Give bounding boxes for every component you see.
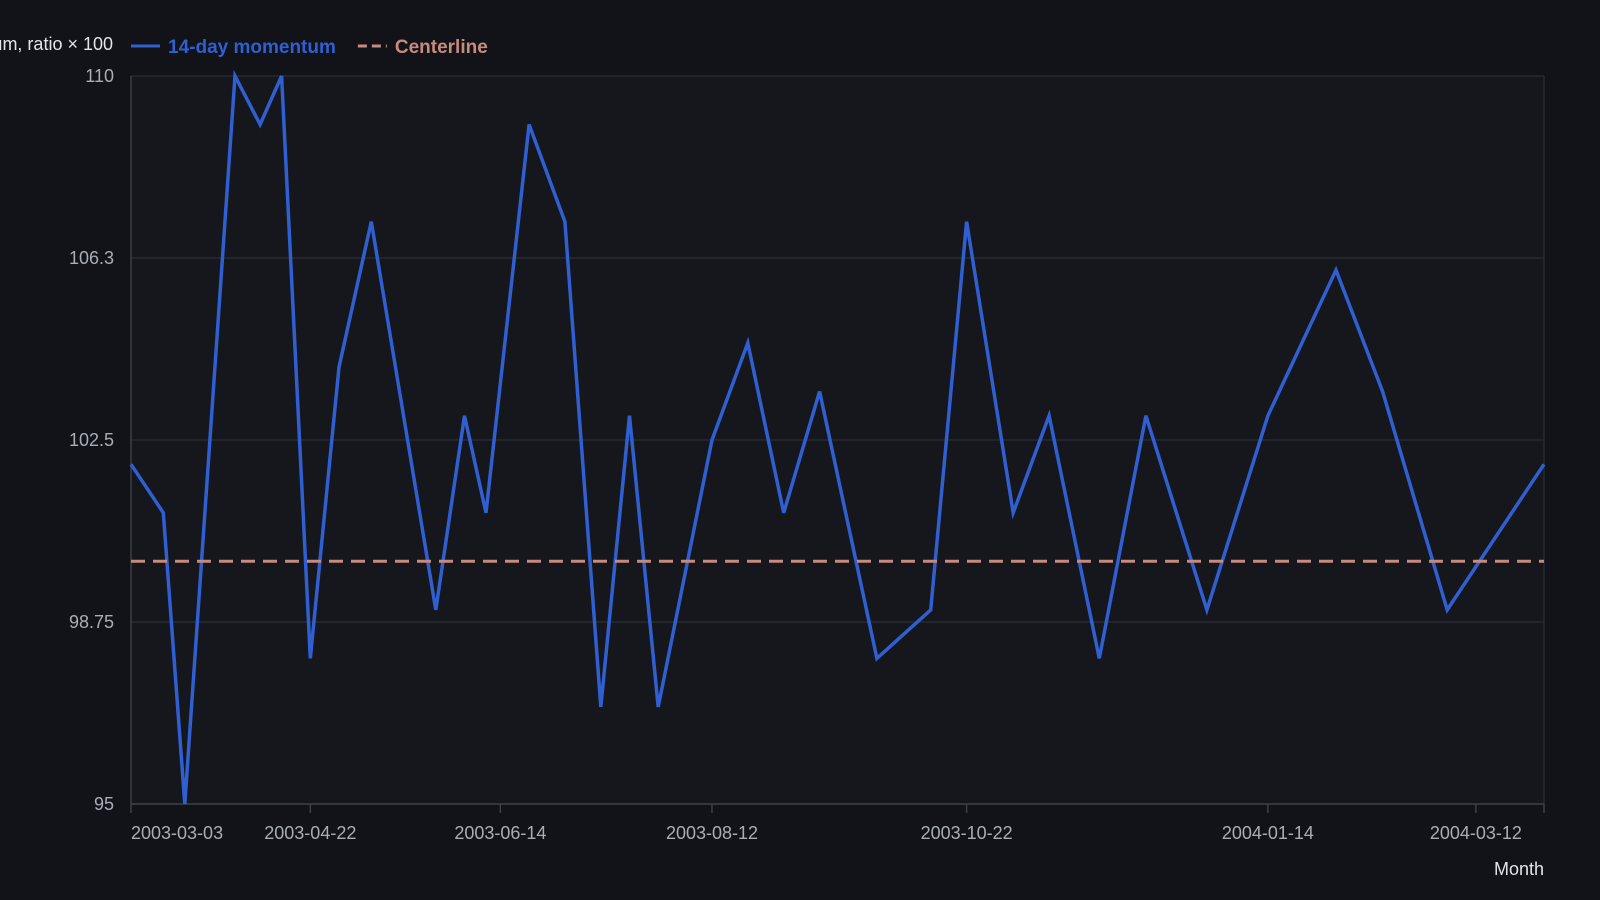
series-lines [129, 69, 1546, 805]
legend: 14-day momentum Centerline [131, 37, 488, 58]
tick-labels: 110 106.3 102.5 98.75 95 2003-03-03 2003-04-22… [69, 66, 1522, 843]
y-axis-title: momentum, ratio × 100 [0, 34, 113, 54]
x-tick-label: 2004-03-12 [1430, 823, 1522, 843]
y-tick-label: 102.5 [69, 430, 114, 450]
x-tick-label: 2003-04-22 [264, 823, 356, 843]
legend-momentum-label[interactable]: 14-day momentum [168, 37, 336, 58]
y-tick-label: 98.75 [69, 612, 114, 632]
y-tick-label: 110 [85, 66, 114, 86]
y-tick-label: 95 [94, 794, 114, 814]
legend-centerline-label[interactable]: Centerline [395, 37, 488, 58]
axes [130, 76, 1545, 813]
x-axis-title: Month [1494, 859, 1544, 879]
x-tick-label: 2003-08-12 [666, 823, 758, 843]
x-tick-label: 2003-06-14 [454, 823, 546, 843]
y-tick-label: 106.3 [69, 248, 114, 268]
x-tick-label: 2003-03-03 [131, 823, 223, 843]
x-tick-label: 2004-01-14 [1222, 823, 1314, 843]
x-tick-label: 2003-10-22 [921, 823, 1013, 843]
momentum-series-line [129, 69, 1546, 805]
